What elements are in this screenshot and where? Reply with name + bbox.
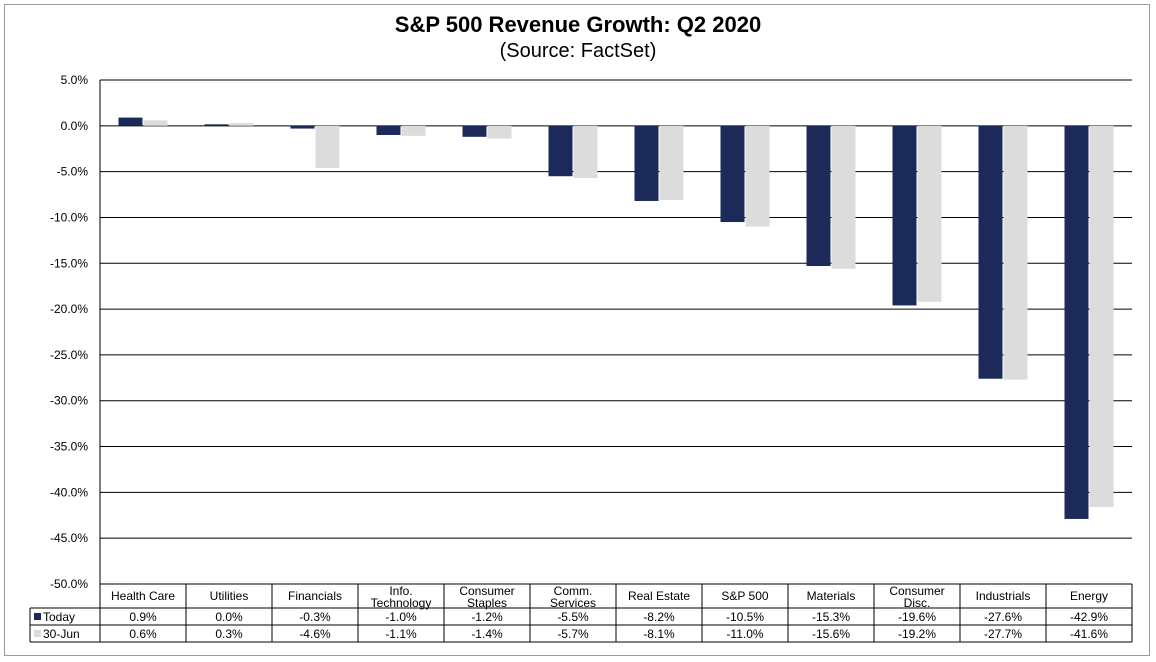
bar-today bbox=[720, 125, 745, 223]
category-label: Consumer bbox=[459, 584, 514, 598]
y-tick-label: -40.0% bbox=[50, 485, 88, 499]
data-label: -42.9% bbox=[1070, 610, 1108, 624]
category-label: Services bbox=[550, 596, 596, 610]
data-label: 0.3% bbox=[215, 627, 243, 641]
y-tick-label: -20.0% bbox=[50, 302, 88, 316]
bar-today bbox=[118, 117, 143, 126]
data-label: -0.3% bbox=[299, 610, 331, 624]
data-label: -1.2% bbox=[471, 610, 503, 624]
bar-30-jun bbox=[1003, 125, 1028, 380]
category-label: Consumer bbox=[889, 584, 944, 598]
category-label: Materials bbox=[807, 589, 856, 603]
bar-30-jun bbox=[917, 125, 942, 302]
category-label: Staples bbox=[467, 596, 507, 610]
category-label: Financials bbox=[288, 589, 342, 603]
category-label: Comm. bbox=[554, 584, 593, 598]
data-label: -1.4% bbox=[471, 627, 503, 641]
y-tick-label: -45.0% bbox=[50, 531, 88, 545]
data-label: -5.7% bbox=[557, 627, 589, 641]
chart-frame bbox=[4, 4, 1150, 656]
bar-30-jun bbox=[831, 125, 856, 269]
legend-swatch bbox=[34, 630, 41, 637]
data-label: -5.5% bbox=[557, 610, 589, 624]
data-label: -15.3% bbox=[812, 610, 850, 624]
data-label: 0.0% bbox=[215, 610, 243, 624]
category-label: Energy bbox=[1070, 589, 1108, 603]
category-label: Utilities bbox=[210, 589, 249, 603]
gridlines bbox=[99, 79, 1132, 585]
y-tick-label: 5.0% bbox=[61, 73, 89, 87]
y-tick-label: 0.0% bbox=[61, 119, 89, 133]
bar-today bbox=[634, 125, 659, 201]
data-label: -4.6% bbox=[299, 627, 331, 641]
y-tick-label: -50.0% bbox=[50, 577, 88, 591]
data-label: -27.7% bbox=[984, 627, 1022, 641]
data-table: Health Care Utilities Financials Info.Techn… bbox=[29, 583, 1133, 643]
data-label: -15.6% bbox=[812, 627, 850, 641]
bar-today bbox=[548, 125, 573, 177]
category-label: S&P 500 bbox=[721, 589, 768, 603]
data-label: -19.6% bbox=[898, 610, 936, 624]
data-label: -10.5% bbox=[726, 610, 764, 624]
bar-30-jun bbox=[229, 123, 254, 126]
data-label: -11.0% bbox=[726, 627, 763, 641]
category-label: Disc. bbox=[904, 596, 931, 610]
bar-30-jun bbox=[573, 125, 598, 179]
data-label: -8.1% bbox=[643, 627, 675, 641]
bar-30-jun bbox=[315, 125, 340, 168]
y-tick-label: -5.0% bbox=[57, 165, 89, 179]
data-label: -1.1% bbox=[385, 627, 417, 641]
bar-30-jun bbox=[401, 125, 426, 136]
category-label: Technology bbox=[371, 596, 432, 610]
bar-30-jun bbox=[487, 125, 512, 139]
chart-subtitle: (Source: FactSet) bbox=[499, 40, 657, 62]
category-label: Info. bbox=[389, 584, 412, 598]
category-label: Industrials bbox=[976, 589, 1031, 603]
y-tick-label: -10.0% bbox=[50, 210, 88, 224]
legend-label: Today bbox=[43, 610, 75, 624]
bar-today bbox=[462, 125, 487, 137]
legend-label: 30-Jun bbox=[43, 627, 80, 641]
bar-30-jun bbox=[1089, 125, 1114, 508]
bar-30-jun bbox=[745, 125, 770, 227]
data-label: -41.6% bbox=[1070, 627, 1108, 641]
bar-today bbox=[204, 124, 229, 126]
bar-today bbox=[290, 125, 315, 129]
data-label: -19.2% bbox=[898, 627, 936, 641]
category-label: Real Estate bbox=[628, 589, 690, 603]
bar-30-jun bbox=[659, 125, 684, 201]
y-tick-label: -15.0% bbox=[50, 256, 88, 270]
bar-today bbox=[892, 125, 917, 306]
y-tick-label: -30.0% bbox=[50, 394, 88, 408]
bar-today bbox=[1064, 125, 1089, 519]
data-label: -27.6% bbox=[984, 610, 1022, 624]
data-label: -8.2% bbox=[643, 610, 675, 624]
data-label: 0.9% bbox=[129, 610, 157, 624]
bar-today bbox=[978, 125, 1003, 379]
data-label: -1.0% bbox=[385, 610, 417, 624]
data-label: 0.6% bbox=[129, 627, 157, 641]
bar-today bbox=[806, 125, 831, 267]
category-label: Health Care bbox=[111, 589, 175, 603]
chart-title: S&P 500 Revenue Growth: Q2 2020 bbox=[394, 12, 762, 37]
bars bbox=[118, 117, 1114, 519]
y-axis-ticks: 5.0% 0.0% -5.0% -10.0% -15.0% -20.0% -25.0% -30… bbox=[50, 73, 88, 591]
bar-today bbox=[376, 125, 401, 135]
legend-swatch bbox=[34, 613, 41, 620]
bar-30-jun bbox=[143, 120, 168, 126]
y-tick-label: -25.0% bbox=[50, 348, 88, 362]
y-tick-label: -35.0% bbox=[50, 440, 88, 454]
